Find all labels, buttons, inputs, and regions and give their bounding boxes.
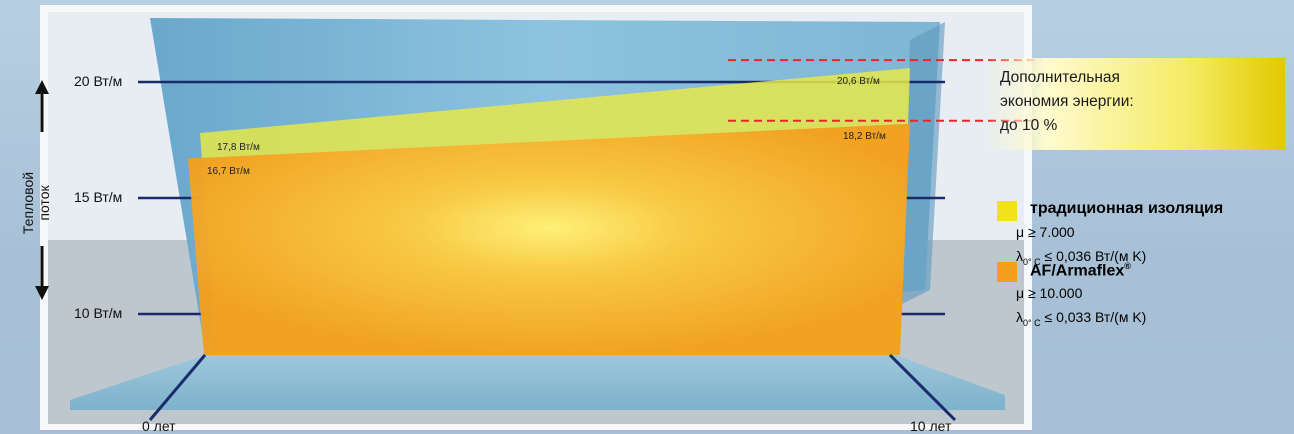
legend-lambda-1: λ0° C ≤ 0,033 Вт/(м K) [1016, 309, 1147, 328]
data-label-armaflex-0: 16,7 Вт/м [207, 165, 250, 177]
legend-lambda-0: λ0° C ≤ 0,036 Вт/(м K) [1016, 248, 1147, 267]
legend-name-0: традиционная изоляция [1030, 200, 1224, 217]
data-label-armaflex-1: 18,2 Вт/м [843, 130, 886, 142]
legend-mu-0: μ ≥ 7.000 [1016, 224, 1075, 240]
savings-annotation: Дополнительная экономия энергии: до 10 % [1000, 66, 1134, 138]
arrow-up-icon [35, 80, 49, 94]
x-tick-label-1: 10 лет [910, 418, 952, 434]
legend-mu-1: μ ≥ 10.000 [1016, 285, 1083, 301]
savings-highlight [985, 58, 1285, 150]
savings-line3: до 10 % [1000, 117, 1058, 134]
y-tick-label-10: 10 Вт/м [74, 305, 123, 321]
floor-line-left [148, 354, 207, 421]
savings-line1: Дополнительная [1000, 69, 1120, 86]
wall-right-edge [900, 22, 945, 305]
savings-line2: экономия энергии: [1000, 93, 1134, 110]
legend-name-1: AF/Armaflex® [1030, 261, 1131, 280]
arrow-down-icon [35, 286, 49, 300]
legend-swatch-0 [997, 201, 1017, 221]
floor-line-right [888, 353, 957, 422]
y-tick-label-15: 15 Вт/м [74, 189, 123, 205]
area-armaflex [188, 123, 910, 355]
data-label-traditional-0: 17,8 Вт/м [217, 142, 260, 154]
y-axis-arrows [35, 80, 49, 300]
x-tick-label-0: 0 лет [142, 418, 176, 434]
legend-registered-mark: ® [1124, 261, 1131, 271]
chart-areas [188, 68, 910, 355]
data-label-traditional-1: 20,6 Вт/м [837, 76, 880, 88]
legend-swatch-1 [997, 262, 1017, 282]
y-tick-label-20: 20 Вт/м [74, 73, 123, 89]
floor-panel [70, 355, 1005, 410]
